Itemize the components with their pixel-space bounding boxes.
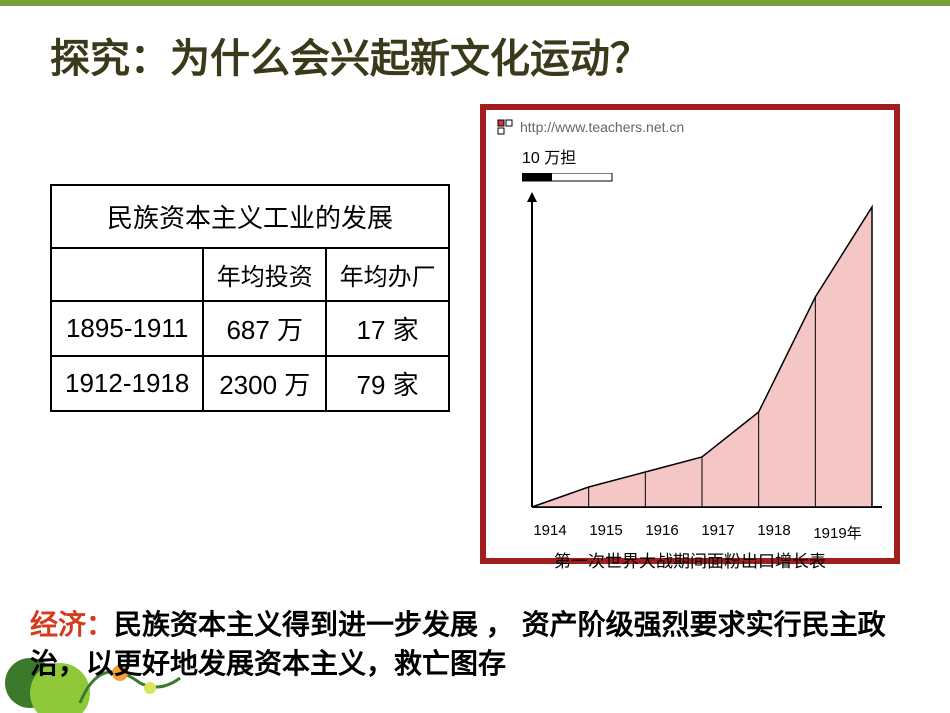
chart-frame: http://www.teachers.net.cn 10 万担 1914191… — [480, 104, 900, 564]
watermark-icon — [496, 118, 514, 136]
chart-caption: 第一次世界大战期间面粉出口增长表 — [492, 547, 888, 572]
x-tick-label: 1917 — [701, 522, 734, 543]
area-chart — [502, 192, 882, 522]
cell-period-1: 1912-1918 — [51, 356, 203, 411]
table-container: 民族资本主义工业的发展 年均投资 年均办厂 1895-1911 687 万 17… — [50, 104, 450, 564]
scale-label: 10 万担 — [522, 144, 888, 168]
table-header-blank — [51, 248, 203, 301]
watermark-text: http://www.teachers.net.cn — [520, 119, 684, 135]
scale-bar — [522, 170, 888, 188]
table-caption: 民族资本主义工业的发展 — [51, 185, 449, 248]
chart-area — [502, 192, 882, 522]
x-tick-label: 1915 — [589, 522, 622, 543]
industry-table: 民族资本主义工业的发展 年均投资 年均办厂 1895-1911 687 万 17… — [50, 184, 450, 412]
table-header-factory: 年均办厂 — [326, 248, 449, 301]
conclusion-text: 经济：民族资本主义得到进一步发展 ， 资产阶级强烈要求实行民主政治，以更好地发展… — [30, 605, 920, 683]
cell-invest-0: 687 万 — [203, 301, 326, 356]
x-tick-label: 1918 — [757, 522, 790, 543]
table-header-invest: 年均投资 — [203, 248, 326, 301]
table-row: 1895-1911 687 万 17 家 — [51, 301, 449, 356]
table-row: 1912-1918 2300 万 79 家 — [51, 356, 449, 411]
cell-period-0: 1895-1911 — [51, 301, 203, 356]
content-row: 民族资本主义工业的发展 年均投资 年均办厂 1895-1911 687 万 17… — [0, 84, 950, 564]
chart-watermark: http://www.teachers.net.cn — [492, 116, 888, 138]
x-tick-label: 1914 — [533, 522, 566, 543]
page-title: 探究：为什么会兴起新文化运动？ — [0, 6, 950, 84]
conclusion-label: 经济： — [30, 609, 114, 640]
x-axis-labels: 1914 1915 1916 1917 1918 1919年 — [492, 522, 888, 543]
conclusion-body: 民族资本主义得到进一步发展 ， 资产阶级强烈要求实行民主政治，以更好地发展资本主… — [30, 609, 886, 679]
cell-invest-1: 2300 万 — [203, 356, 326, 411]
cell-factory-1: 79 家 — [326, 356, 449, 411]
x-tick-label: 1916 — [645, 522, 678, 543]
x-tick-label: 1919年 — [813, 522, 861, 543]
cell-factory-0: 17 家 — [326, 301, 449, 356]
